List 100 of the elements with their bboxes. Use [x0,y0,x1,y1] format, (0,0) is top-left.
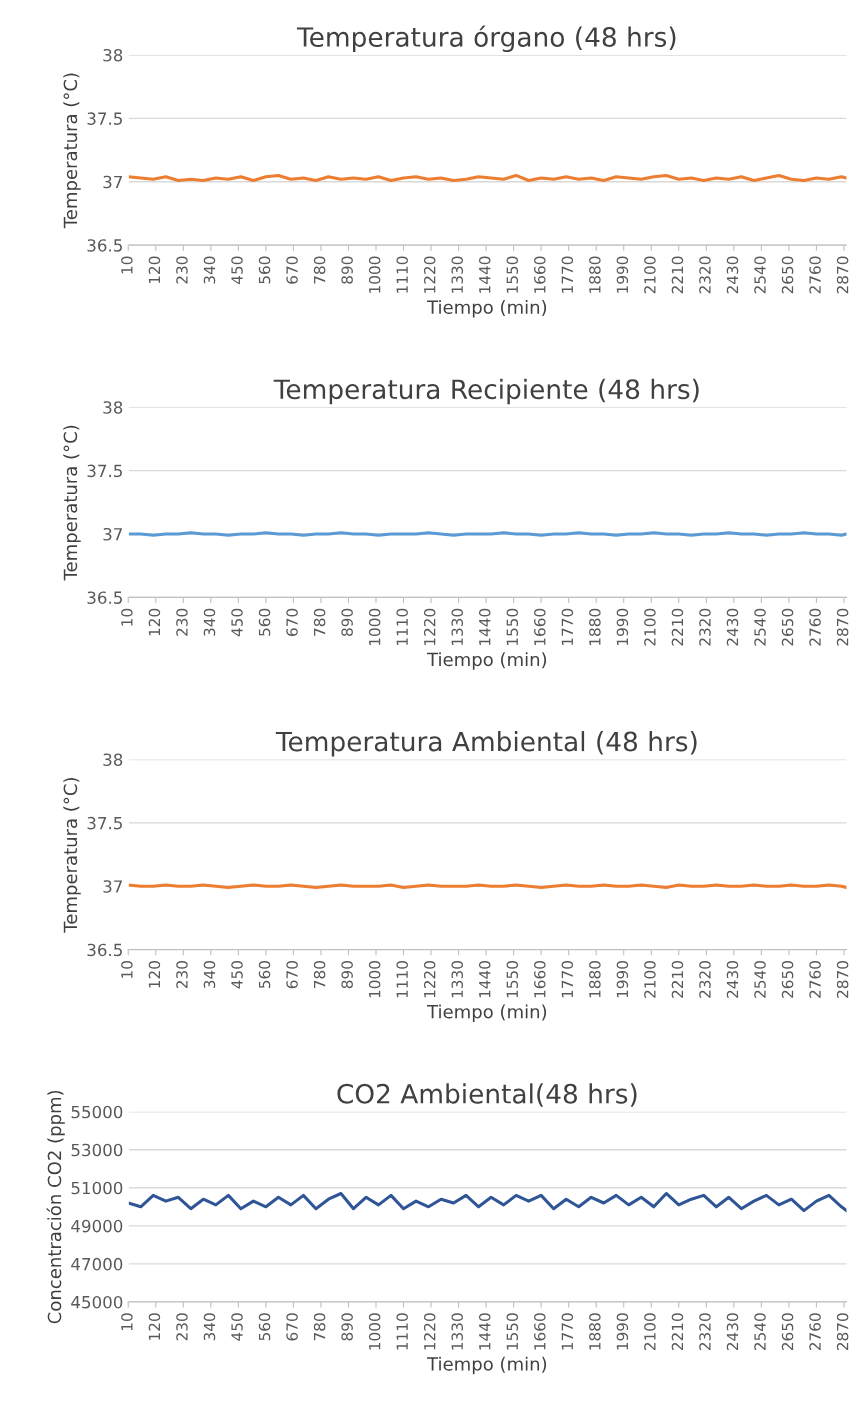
x-tick-label: 1000 [368,608,381,646]
x-tick-label: 120 [148,961,161,988]
chart-title: Temperatura Recipiente (48 hrs) [273,378,699,405]
x-tick-label: 2650 [781,961,794,998]
x-tick-label: 1220 [423,256,436,293]
x-tick-label: 2320 [699,1313,711,1351]
x-tick-label: 10 [121,256,133,274]
y-tick-label: 51000 [71,1181,123,1195]
x-tick-label: 2320 [699,256,711,294]
x-tick-label: 1110 [396,961,408,998]
x-tick-label: 1660 [534,1313,546,1350]
y-tick-label: 37.5 [87,816,122,830]
x-tick-label: 10 [121,961,133,978]
y-tick-label: 37.5 [87,464,122,478]
x-tick-label: 780 [313,1313,326,1341]
x-tick-label: 890 [341,1313,353,1341]
x-tick-label: 1880 [589,961,601,998]
x-tick-label: 2870 [836,256,849,294]
x-tick-label: 2100 [644,1313,656,1351]
x-tick-label: 890 [341,256,353,284]
x-tick-label: 1880 [589,1313,601,1350]
x-tick-label: 1220 [423,1313,436,1350]
y-tick-label: 47000 [71,1257,123,1271]
x-tick-label: 2430 [726,256,739,294]
x-tick-label: 2870 [836,1313,849,1351]
x-tick-label: 340 [203,1313,216,1341]
x-tick-label: 780 [313,608,326,636]
x-tick-label: 1990 [616,1313,629,1350]
x-tick-label: 2540 [754,256,766,294]
x-tick-label: 120 [148,608,161,636]
x-tick-label: 1000 [368,961,381,998]
x-tick-label: 1770 [561,961,574,998]
x-tick-label: 1000 [368,1313,381,1350]
y-tick-label: 45000 [71,1295,123,1309]
y-tick-label: 38 [103,753,123,767]
x-axis-title: Tiempo (min) [427,1356,547,1375]
x-tick-label: 1220 [423,961,436,998]
y-tick-label: 37 [103,880,122,893]
x-tick-label: 2540 [754,608,766,646]
x-tick-label: 2650 [781,608,794,646]
x-tick-label: 1550 [506,961,519,998]
x-tick-label: 2760 [809,256,821,294]
x-tick-label: 890 [341,608,353,636]
x-tick-label: 1660 [534,961,546,998]
x-tick-label: 670 [286,608,298,636]
x-tick-label: 2210 [671,961,684,998]
x-tick-label: 2210 [671,256,684,294]
x-tick-label: 1550 [506,256,519,293]
x-tick-label: 780 [313,256,326,284]
chart-title: Temperatura órgano (48 hrs) [296,25,676,53]
x-tick-label: 1440 [478,1313,491,1350]
x-tick-label: 2870 [836,961,849,998]
x-tick-label: 2320 [699,608,711,646]
x-tick-label: 1660 [534,608,546,646]
y-tick-label: 53000 [71,1143,123,1157]
x-tick-label: 2320 [699,961,711,998]
y-tick-label: 36.5 [87,591,122,604]
x-tick-label: 1330 [451,608,463,646]
y-tick-label: 36.5 [87,943,122,957]
x-tick-label: 450 [231,256,243,284]
x-tick-label: 1440 [478,256,491,293]
x-tick-label: 1880 [589,256,601,293]
x-tick-label: 2760 [809,961,821,998]
y-tick-label: 55000 [71,1105,123,1119]
x-tick-label: 1550 [506,1313,519,1350]
line-series [128,1191,847,1213]
y-axis-title: Temperatura (°C) [63,778,81,933]
y-tick-label: 49000 [71,1219,123,1233]
x-axis-title: Tiempo (min) [427,300,547,318]
x-tick-label: 1220 [423,608,436,646]
x-tick-label: 2760 [809,608,821,646]
chart-title: CO2 Ambiental(48 hrs) [337,1083,637,1107]
y-tick-label: 38 [103,401,123,414]
y-axis-title: Concentración CO2 (ppm) [46,1090,65,1324]
y-tick-label: 37 [103,527,122,541]
x-tick-label: 1440 [478,608,491,646]
x-tick-label: 1330 [451,1313,463,1350]
x-tick-label: 2540 [754,961,766,998]
x-tick-label: 1110 [396,1313,408,1350]
y-tick-label: 37.5 [87,112,122,125]
x-tick-label: 230 [176,961,188,989]
x-tick-label: 2870 [836,608,849,646]
x-tick-label: 1440 [478,961,491,998]
x-tick-label: 230 [176,256,188,284]
x-tick-label: 340 [203,961,216,989]
x-tick-label: 560 [258,256,271,284]
x-tick-label: 230 [176,1313,188,1341]
x-tick-label: 2650 [781,1313,794,1351]
x-axis-title: Tiempo (min) [427,652,547,670]
x-tick-label: 2540 [754,1313,766,1351]
x-tick-label: 890 [341,961,353,989]
x-tick-label: 560 [258,961,271,989]
x-tick-label: 670 [286,256,298,284]
x-tick-label: 2760 [809,1313,821,1351]
x-tick-label: 1770 [561,608,574,646]
x-tick-label: 670 [286,961,298,989]
x-tick-label: 2100 [644,961,656,998]
x-tick-label: 1770 [561,1313,574,1350]
x-tick-label: 450 [231,608,243,637]
x-tick-label: 1330 [451,256,463,293]
